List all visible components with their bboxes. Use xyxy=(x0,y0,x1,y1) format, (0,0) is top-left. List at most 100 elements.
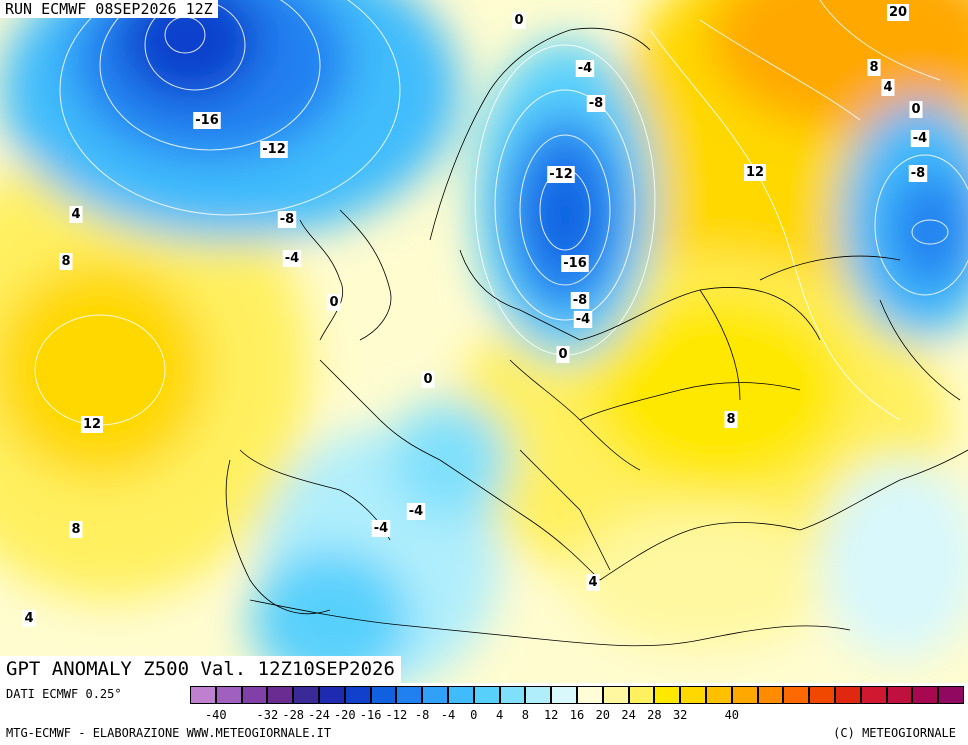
contour-label: 0 xyxy=(329,295,338,310)
contour-label: 8 xyxy=(726,412,735,427)
colorbar-swatch xyxy=(731,686,758,704)
colorbar-swatch xyxy=(680,686,706,704)
contour-label: -4 xyxy=(913,131,927,146)
colorbar-swatch xyxy=(241,686,268,704)
credit-right: (C) METEOGIORNALE xyxy=(833,726,956,740)
colorbar-tick-label: -28 xyxy=(282,708,305,722)
contour-label-bg xyxy=(908,165,928,182)
contour-label-bg xyxy=(421,371,435,388)
contour-label-bg xyxy=(69,521,83,538)
colorbar-swatch xyxy=(783,686,810,704)
colorbar-tick-label: -24 xyxy=(308,708,330,722)
contour-label-bg xyxy=(80,416,104,433)
run-title: RUN ECMWF 08SEP2026 12Z xyxy=(0,0,218,18)
colorbar-swatch xyxy=(577,686,603,704)
colorbar-swatch xyxy=(499,686,526,704)
contour-label: 0 xyxy=(514,13,523,28)
contour-label-bg xyxy=(327,294,341,311)
contour-label: 12 xyxy=(83,417,101,432)
contour-label-bg xyxy=(547,166,575,183)
colorbar-tick-label: -12 xyxy=(385,708,408,722)
contour-label: -16 xyxy=(563,256,587,271)
contour-label: -8 xyxy=(573,293,587,308)
contour-label-bg xyxy=(371,520,391,537)
colorbar-swatch xyxy=(215,686,242,704)
colorbar-swatch xyxy=(835,686,861,704)
contour-label-bg xyxy=(909,101,923,118)
contour-label: 4 xyxy=(24,611,33,626)
contour-label-bg xyxy=(867,59,881,76)
contour-label: -8 xyxy=(280,212,294,227)
contour-label-bg xyxy=(886,4,910,21)
colorbar-swatch xyxy=(422,686,448,704)
contour-label: -8 xyxy=(589,96,603,111)
contour-label: -4 xyxy=(409,504,423,519)
colorbar-tick-label: 8 xyxy=(521,708,530,722)
contour-label-bg xyxy=(556,346,570,363)
anomaly-title: GPT ANOMALY Z500 Val. 12Z10SEP2026 xyxy=(0,656,401,683)
colorbar-swatch xyxy=(473,686,500,704)
coastlines xyxy=(225,27,968,647)
contour-label: 20 xyxy=(889,5,907,20)
colorbar-tick-label: 28 xyxy=(647,708,662,722)
contour-label: -4 xyxy=(374,521,388,536)
contour-label: -12 xyxy=(549,167,573,182)
contour-label-bg xyxy=(512,12,526,29)
contour-label: -16 xyxy=(195,113,219,128)
contour-label-bg xyxy=(910,130,930,147)
contour-label: 12 xyxy=(746,165,764,180)
colorbar-swatch xyxy=(860,686,887,704)
contour-label: 0 xyxy=(911,102,920,117)
contour-label-bg xyxy=(573,311,593,328)
footer: DATI ECMWF 0.25° -40 -32 -28 -24 -20 -16 -12 -8… xyxy=(0,683,968,745)
colorbar-swatch xyxy=(293,686,319,704)
colorbar-tick-label: 0 xyxy=(470,708,478,722)
contour-label-bg xyxy=(586,574,600,591)
colorbar-swatch xyxy=(344,686,371,704)
contour-label-bg xyxy=(881,79,895,96)
contour-label-bg xyxy=(260,141,288,158)
anomaly-field xyxy=(0,0,968,683)
colorbar-tick-label: -8 xyxy=(414,708,430,722)
colorbar-swatch xyxy=(938,686,964,704)
colorbar-tick-label: -16 xyxy=(359,708,382,722)
contour-label-bg xyxy=(59,253,73,270)
contour-label: 0 xyxy=(558,347,567,362)
colorbar-swatch xyxy=(267,686,294,704)
contour-label-bg xyxy=(282,250,302,267)
contour-label-bg xyxy=(69,206,83,223)
contour-label-bg xyxy=(406,503,426,520)
colorbar-swatch xyxy=(190,686,216,704)
contour-label-bg xyxy=(575,60,595,77)
colorbar-swatch xyxy=(809,686,835,704)
colorbar-tick-label: 16 xyxy=(569,708,585,722)
contour-label: 4 xyxy=(588,575,597,590)
colorbar-swatch xyxy=(396,686,423,704)
colorbar-tick-label: 40 xyxy=(724,708,740,722)
contour-lines xyxy=(34,0,968,426)
contour-label: -4 xyxy=(578,61,592,76)
colorbar-swatch xyxy=(370,686,397,704)
colorbar-tick-label: 4 xyxy=(495,708,504,722)
contour-label-bg xyxy=(724,411,738,428)
colorbar-tick-label: 12 xyxy=(543,708,559,722)
contour-label-bg xyxy=(570,292,590,309)
colorbar-swatch xyxy=(319,686,345,704)
contour-label: 8 xyxy=(61,254,70,269)
colorbar-swatch xyxy=(654,686,681,704)
colorbar-swatch xyxy=(525,686,552,704)
contour-label: 4 xyxy=(883,80,892,95)
contour-label: -4 xyxy=(576,312,590,327)
contour-label-bg xyxy=(193,112,221,129)
colorbar-tick-label: 32 xyxy=(672,708,688,722)
contour-label: 0 xyxy=(423,372,432,387)
colorbar-tick-label: 24 xyxy=(621,708,636,722)
contour-label: 4 xyxy=(71,207,80,222)
contour-label-bg xyxy=(22,610,36,627)
contour-label: -8 xyxy=(911,166,925,181)
colorbar-swatch xyxy=(912,686,939,704)
contour-label-bg xyxy=(277,211,297,228)
contour-label: -4 xyxy=(285,251,299,266)
